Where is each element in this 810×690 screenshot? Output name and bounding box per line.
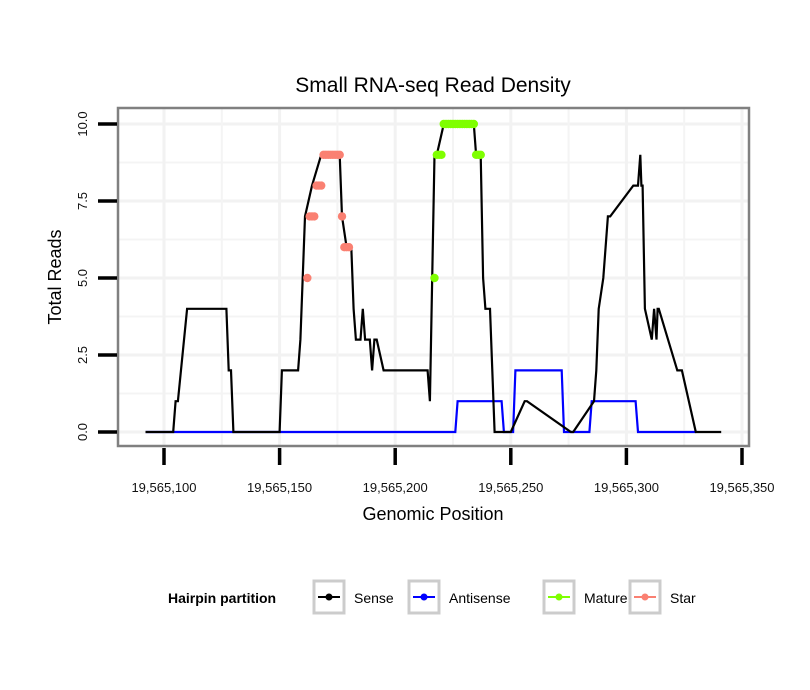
mature-point — [430, 273, 439, 283]
y-tick-label: 0.0 — [75, 423, 90, 441]
legend-key-point — [325, 593, 333, 601]
x-axis-title: Genomic Position — [362, 504, 503, 524]
legend-key-point — [641, 593, 649, 601]
y-tick-label: 5.0 — [75, 269, 90, 287]
star-point — [317, 181, 326, 190]
star-point — [335, 150, 344, 159]
legend-item-sense: Sense — [312, 579, 394, 615]
y-axis: 0.0 2.5 5.0 7.5 10.0 — [75, 111, 117, 441]
star-point — [310, 212, 319, 221]
sense-line — [145, 122, 722, 434]
y-tick-label: 10.0 — [75, 111, 90, 136]
legend-label: Star — [670, 590, 696, 606]
y-axis-title: Total Reads — [45, 229, 65, 324]
x-tick-label: 19,565,100 — [131, 480, 196, 495]
x-tick-label: 19,565,350 — [709, 480, 774, 495]
legend-item-mature: Mature — [542, 579, 628, 615]
x-tick-label: 19,565,300 — [594, 480, 659, 495]
star-point — [303, 273, 312, 283]
legend-label: Mature — [584, 590, 628, 606]
legend-item-star: Star — [628, 579, 696, 615]
legend-item-antisense: Antisense — [407, 579, 511, 615]
legend: Hairpin partition Sense Antisense Mature St… — [168, 579, 696, 615]
legend-title: Hairpin partition — [168, 590, 276, 606]
legend-label: Sense — [354, 590, 394, 606]
mature-point — [469, 119, 479, 129]
panel-border — [116, 106, 751, 448]
x-tick-label: 19,565,250 — [478, 480, 543, 495]
star-point — [344, 243, 354, 252]
series-layer — [145, 119, 722, 434]
mature-point — [476, 150, 485, 159]
x-axis: 19,565,100 19,565,150 19,565,200 19,565,250… — [131, 448, 775, 495]
x-tick-label: 19,565,150 — [247, 480, 312, 495]
chart-title: Small RNA-seq Read Density — [295, 74, 571, 97]
y-tick-label: 2.5 — [75, 346, 90, 364]
legend-key-point — [555, 593, 563, 601]
x-tick-label: 19,565,200 — [363, 480, 428, 495]
legend-key-point — [420, 593, 428, 601]
legend-label: Antisense — [449, 590, 511, 606]
y-tick-label: 7.5 — [75, 192, 90, 210]
antisense-line — [145, 369, 696, 434]
mature-point — [437, 150, 446, 159]
star-point — [337, 212, 347, 221]
